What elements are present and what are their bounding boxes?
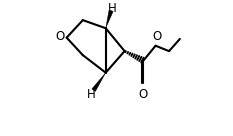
Polygon shape: [106, 10, 113, 28]
Text: O: O: [139, 88, 148, 101]
Text: H: H: [108, 1, 117, 15]
Text: H: H: [86, 88, 95, 101]
Polygon shape: [92, 73, 106, 91]
Text: O: O: [152, 30, 161, 43]
Text: O: O: [55, 30, 65, 43]
